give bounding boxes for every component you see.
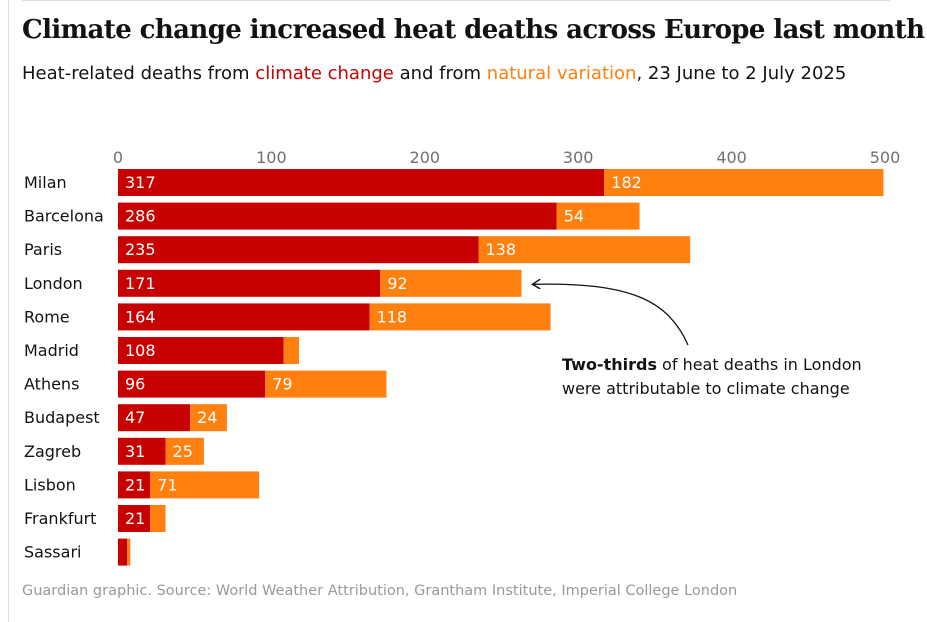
- city-label-sassari: Sassari: [24, 543, 81, 562]
- top-rule: [22, 0, 890, 1]
- data-label-natural-variation-london: 92: [387, 274, 407, 293]
- data-label-climate-change-lisbon: 21: [125, 475, 145, 494]
- bar-climate-change-paris: [118, 236, 479, 264]
- bar-natural-variation-lisbon: [150, 471, 260, 499]
- data-label-natural-variation-athens: 79: [272, 375, 292, 394]
- bar-climate-change-lisbon: [118, 471, 151, 499]
- city-label-budapest: Budapest: [24, 408, 100, 427]
- city-label-athens: Athens: [24, 375, 79, 394]
- data-label-climate-change-barcelona: 286: [125, 207, 156, 226]
- data-label-climate-change-rome: 164: [125, 307, 156, 326]
- subtitle-text: Heat-related deaths from: [22, 63, 256, 84]
- city-label-london: London: [24, 274, 83, 293]
- data-label-climate-change-budapest: 47: [125, 408, 145, 427]
- bar-natural-variation-barcelona: [556, 202, 640, 230]
- bar-climate-change-barcelona: [118, 202, 557, 230]
- annotation-arrow: [532, 284, 689, 346]
- data-label-natural-variation-budapest: 24: [197, 408, 217, 427]
- bar-climate-change-zagreb: [118, 437, 166, 465]
- x-axis-ticks: 0 100 200 300 400 500: [113, 148, 900, 167]
- bar-climate-change-madrid: [118, 337, 284, 364]
- data-label-natural-variation-barcelona: 54: [564, 207, 584, 226]
- x-tick-label-100: 100: [256, 148, 287, 167]
- bar-climate-change-milan: [118, 169, 605, 196]
- annotation-rest: of heat deaths in London: [657, 355, 862, 374]
- city-label-lisbon: Lisbon: [24, 475, 76, 494]
- bar-natural-variation-sassari: [127, 538, 131, 566]
- subtitle-text-post: , 23 June to 2 July 2025: [636, 63, 847, 84]
- data-label-climate-change-madrid: 108: [125, 341, 156, 360]
- data-label-climate-change-athens: 96: [125, 375, 145, 394]
- city-label-zagreb: Zagreb: [24, 442, 81, 461]
- data-label-natural-variation-lisbon: 71: [157, 475, 177, 494]
- data-label-natural-variation-milan: 182: [611, 173, 642, 192]
- data-label-natural-variation-rome: 118: [377, 307, 408, 326]
- data-label-climate-change-milan: 317: [125, 173, 156, 192]
- subtitle-natural-variation: natural variation: [486, 63, 637, 84]
- data-label-climate-change-london: 171: [125, 274, 156, 293]
- bar-climate-change-sassari: [118, 538, 128, 566]
- x-tick-label-400: 400: [716, 148, 747, 167]
- bar-natural-variation-milan: [604, 169, 884, 196]
- stacked-bar-chart: 0 100 200 300 400 500 Milan 317 182 Barcelona 286…: [24, 148, 900, 566]
- subtitle-climate-change: climate change: [255, 63, 394, 84]
- city-label-rome: Rome: [24, 307, 70, 326]
- bar-climate-change-rome: [118, 303, 370, 331]
- bar-natural-variation-frankfurt: [150, 505, 166, 532]
- bar-rows: Milan 317 182 Barcelona 286 54 Paris 235 138 Lond…: [24, 169, 884, 566]
- city-label-frankfurt: Frankfurt: [24, 509, 96, 528]
- city-label-paris: Paris: [24, 240, 62, 259]
- chart-subtitle: Heat-related deaths from climate change …: [22, 60, 902, 87]
- city-label-barcelona: Barcelona: [24, 207, 104, 226]
- data-label-natural-variation-zagreb: 25: [173, 442, 193, 461]
- data-label-climate-change-zagreb: 31: [125, 442, 145, 461]
- city-label-madrid: Madrid: [24, 341, 79, 360]
- bar-natural-variation-budapest: [190, 404, 227, 432]
- city-label-milan: Milan: [24, 173, 67, 192]
- annotation-line-2: were attributable to climate change: [562, 379, 850, 398]
- data-label-natural-variation-paris: 138: [485, 240, 516, 259]
- annotation-line-1: Two-thirds of heat deaths in London: [562, 355, 862, 374]
- bar-natural-variation-paris: [478, 236, 691, 264]
- subtitle-text-mid: and from: [393, 63, 487, 84]
- x-tick-label-500: 500: [870, 148, 901, 167]
- bar-climate-change-budapest: [118, 404, 191, 432]
- bar-natural-variation-madrid: [283, 337, 300, 364]
- x-tick-label-200: 200: [410, 148, 441, 167]
- bar-climate-change-london: [118, 269, 381, 297]
- bar-natural-variation-rome: [369, 303, 551, 331]
- chart-title: Climate change increased heat deaths acr…: [22, 15, 925, 45]
- x-tick-label-300: 300: [563, 148, 594, 167]
- annotation-bold: Two-thirds: [562, 355, 657, 374]
- x-tick-label-0: 0: [113, 148, 123, 167]
- left-rule: [8, 0, 9, 622]
- annotation: Two-thirds of heat deaths in London were …: [532, 284, 862, 398]
- source-note: Guardian graphic. Source: World Weather …: [22, 583, 738, 599]
- bar-climate-change-frankfurt: [118, 505, 151, 532]
- data-label-climate-change-paris: 235: [125, 240, 156, 259]
- bar-natural-variation-athens: [265, 370, 387, 398]
- bar-natural-variation-zagreb: [165, 437, 204, 465]
- bar-climate-change-athens: [118, 370, 266, 398]
- data-label-climate-change-frankfurt: 21: [125, 509, 145, 528]
- bar-natural-variation-london: [380, 269, 522, 297]
